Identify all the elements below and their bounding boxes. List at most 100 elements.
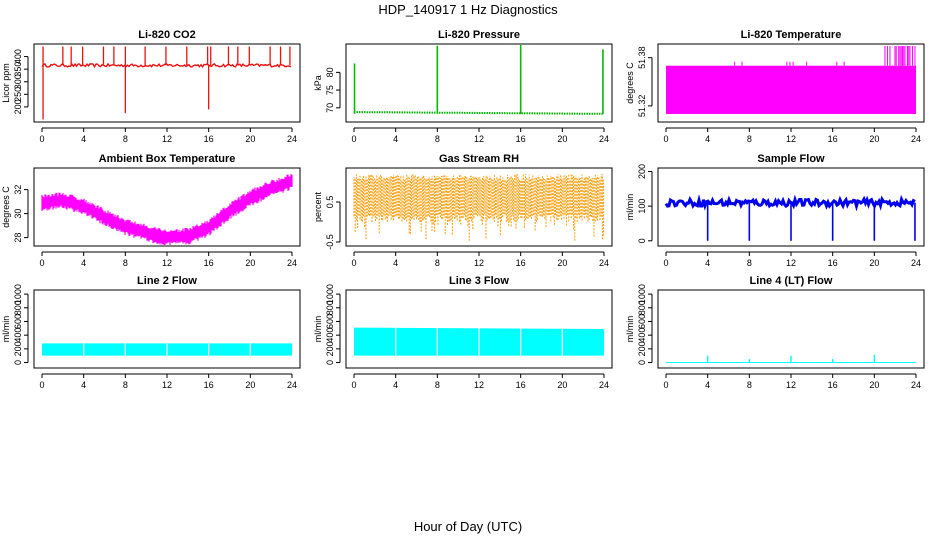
x-tick-label: 8 <box>435 380 440 390</box>
x-tick-label: 0 <box>39 134 44 144</box>
x-tick-label: 16 <box>516 258 526 268</box>
y-tick-label: 200 <box>13 341 23 356</box>
x-axis <box>353 127 605 132</box>
plot-frame <box>345 289 613 369</box>
licor-temp-band <box>666 65 916 114</box>
series-co2 <box>41 46 292 120</box>
x-tick-label: 4 <box>705 258 710 268</box>
y-tick-label: 100 <box>637 199 647 214</box>
y-axis <box>648 170 653 242</box>
x-axis <box>665 373 917 378</box>
panel-title: Line 3 Flow <box>449 275 509 287</box>
y-tick-label: 0 <box>637 360 647 365</box>
x-tick-label: 0 <box>39 258 44 268</box>
plot-frame <box>345 167 613 247</box>
panel-title: Li-820 Temperature <box>741 29 842 41</box>
series-sample_flow <box>664 194 916 241</box>
x-tick-label: 24 <box>287 258 297 268</box>
x-tick-label: 20 <box>557 258 567 268</box>
series-box_temp <box>41 174 293 245</box>
x-tick-label: 8 <box>123 134 128 144</box>
y-tick-label: 70 <box>325 103 335 113</box>
y-tick-label: 200 <box>325 341 335 356</box>
panel-title: Ambient Box Temperature <box>99 153 236 165</box>
x-tick-label: 0 <box>663 380 668 390</box>
y-tick-label: 0 <box>13 360 23 365</box>
x-tick-label: 20 <box>869 258 879 268</box>
y-tick-label: 600 <box>637 314 647 329</box>
x-tick-label: 24 <box>911 134 921 144</box>
y-tick-label: 800 <box>325 300 335 315</box>
y-axis-label: ml/min <box>625 194 635 221</box>
panel-co2: Li-820 CO2 0 4 8 12 16 20 24 200250300350400Lico… <box>1 29 301 144</box>
x-tick-label: 8 <box>435 134 440 144</box>
plot-frame <box>33 43 301 123</box>
x-tick-label: 24 <box>911 258 921 268</box>
series-rh <box>353 174 605 241</box>
series-line3_flow <box>354 325 604 356</box>
x-tick-label: 0 <box>663 258 668 268</box>
plot-frame <box>657 43 925 123</box>
x-tick-label: 4 <box>705 134 710 144</box>
panel-licor_temp: Li-820 Temperature 0 4 8 12 16 20 24 51.32 51.38d… <box>625 29 925 144</box>
y-tick-label: 0 <box>637 238 647 243</box>
series-line2_flow <box>42 341 292 356</box>
y-tick-label: 600 <box>13 314 23 329</box>
y-axis <box>336 71 341 109</box>
y-tick-label: 250 <box>13 87 23 102</box>
y-tick-label: 200 <box>637 164 647 179</box>
y-tick-label: 800 <box>13 300 23 315</box>
panel-title: Sample Flow <box>757 153 825 165</box>
x-axis <box>353 251 605 256</box>
x-tick-label: 12 <box>786 134 796 144</box>
x-tick-label: 16 <box>204 258 214 268</box>
y-tick-label: 400 <box>13 49 23 64</box>
y-axis-label: degrees C <box>625 62 635 104</box>
y-tick-label: 0 <box>325 360 335 365</box>
y-tick-label: 600 <box>325 314 335 329</box>
y-tick-label: 400 <box>325 328 335 343</box>
y-axis-label: degrees C <box>1 186 11 228</box>
y-axis <box>24 293 29 364</box>
y-tick-label: 1000 <box>325 284 335 304</box>
y-tick-label: 51.32 <box>637 95 647 118</box>
sample-flow-trace <box>664 194 916 212</box>
panel-title: Line 4 (LT) Flow <box>750 275 833 287</box>
x-tick-label: 0 <box>39 380 44 390</box>
x-tick-label: 8 <box>747 134 752 144</box>
x-tick-label: 8 <box>435 258 440 268</box>
x-tick-label: 24 <box>287 380 297 390</box>
x-tick-label: 0 <box>663 134 668 144</box>
y-tick-label: 200 <box>637 341 647 356</box>
y-tick-label: 200 <box>13 99 23 114</box>
x-tick-label: 0 <box>351 258 356 268</box>
y-tick-label: -0.5 <box>325 234 335 250</box>
x-tick-label: 16 <box>828 380 838 390</box>
y-axis <box>24 189 29 239</box>
y-tick-label: 30 <box>13 209 23 219</box>
y-tick-label: 1000 <box>637 284 647 304</box>
x-tick-label: 24 <box>287 134 297 144</box>
x-tick-label: 16 <box>204 134 214 144</box>
x-tick-label: 20 <box>869 134 879 144</box>
panel-title: Li-820 Pressure <box>438 29 520 41</box>
x-tick-label: 12 <box>474 134 484 144</box>
x-tick-label: 24 <box>911 380 921 390</box>
y-tick-label: 0.5 <box>325 196 335 209</box>
plot-frame <box>33 289 301 369</box>
y-axis-label: ml/min <box>313 316 323 343</box>
y-axis-label: ml/min <box>1 316 11 343</box>
x-tick-label: 8 <box>123 258 128 268</box>
x-tick-label: 12 <box>786 380 796 390</box>
series-pressure <box>353 45 604 115</box>
x-tick-label: 0 <box>351 380 356 390</box>
x-tick-label: 12 <box>162 134 172 144</box>
y-tick-label: 32 <box>13 185 23 195</box>
x-tick-label: 20 <box>869 380 879 390</box>
x-tick-label: 16 <box>516 134 526 144</box>
y-axis <box>24 56 29 108</box>
y-axis-label: ml/min <box>625 316 635 343</box>
x-tick-label: 16 <box>828 258 838 268</box>
panel-sample_flow: Sample Flow 0 4 8 12 16 20 24 0 100 200 ml/min <box>625 153 925 268</box>
